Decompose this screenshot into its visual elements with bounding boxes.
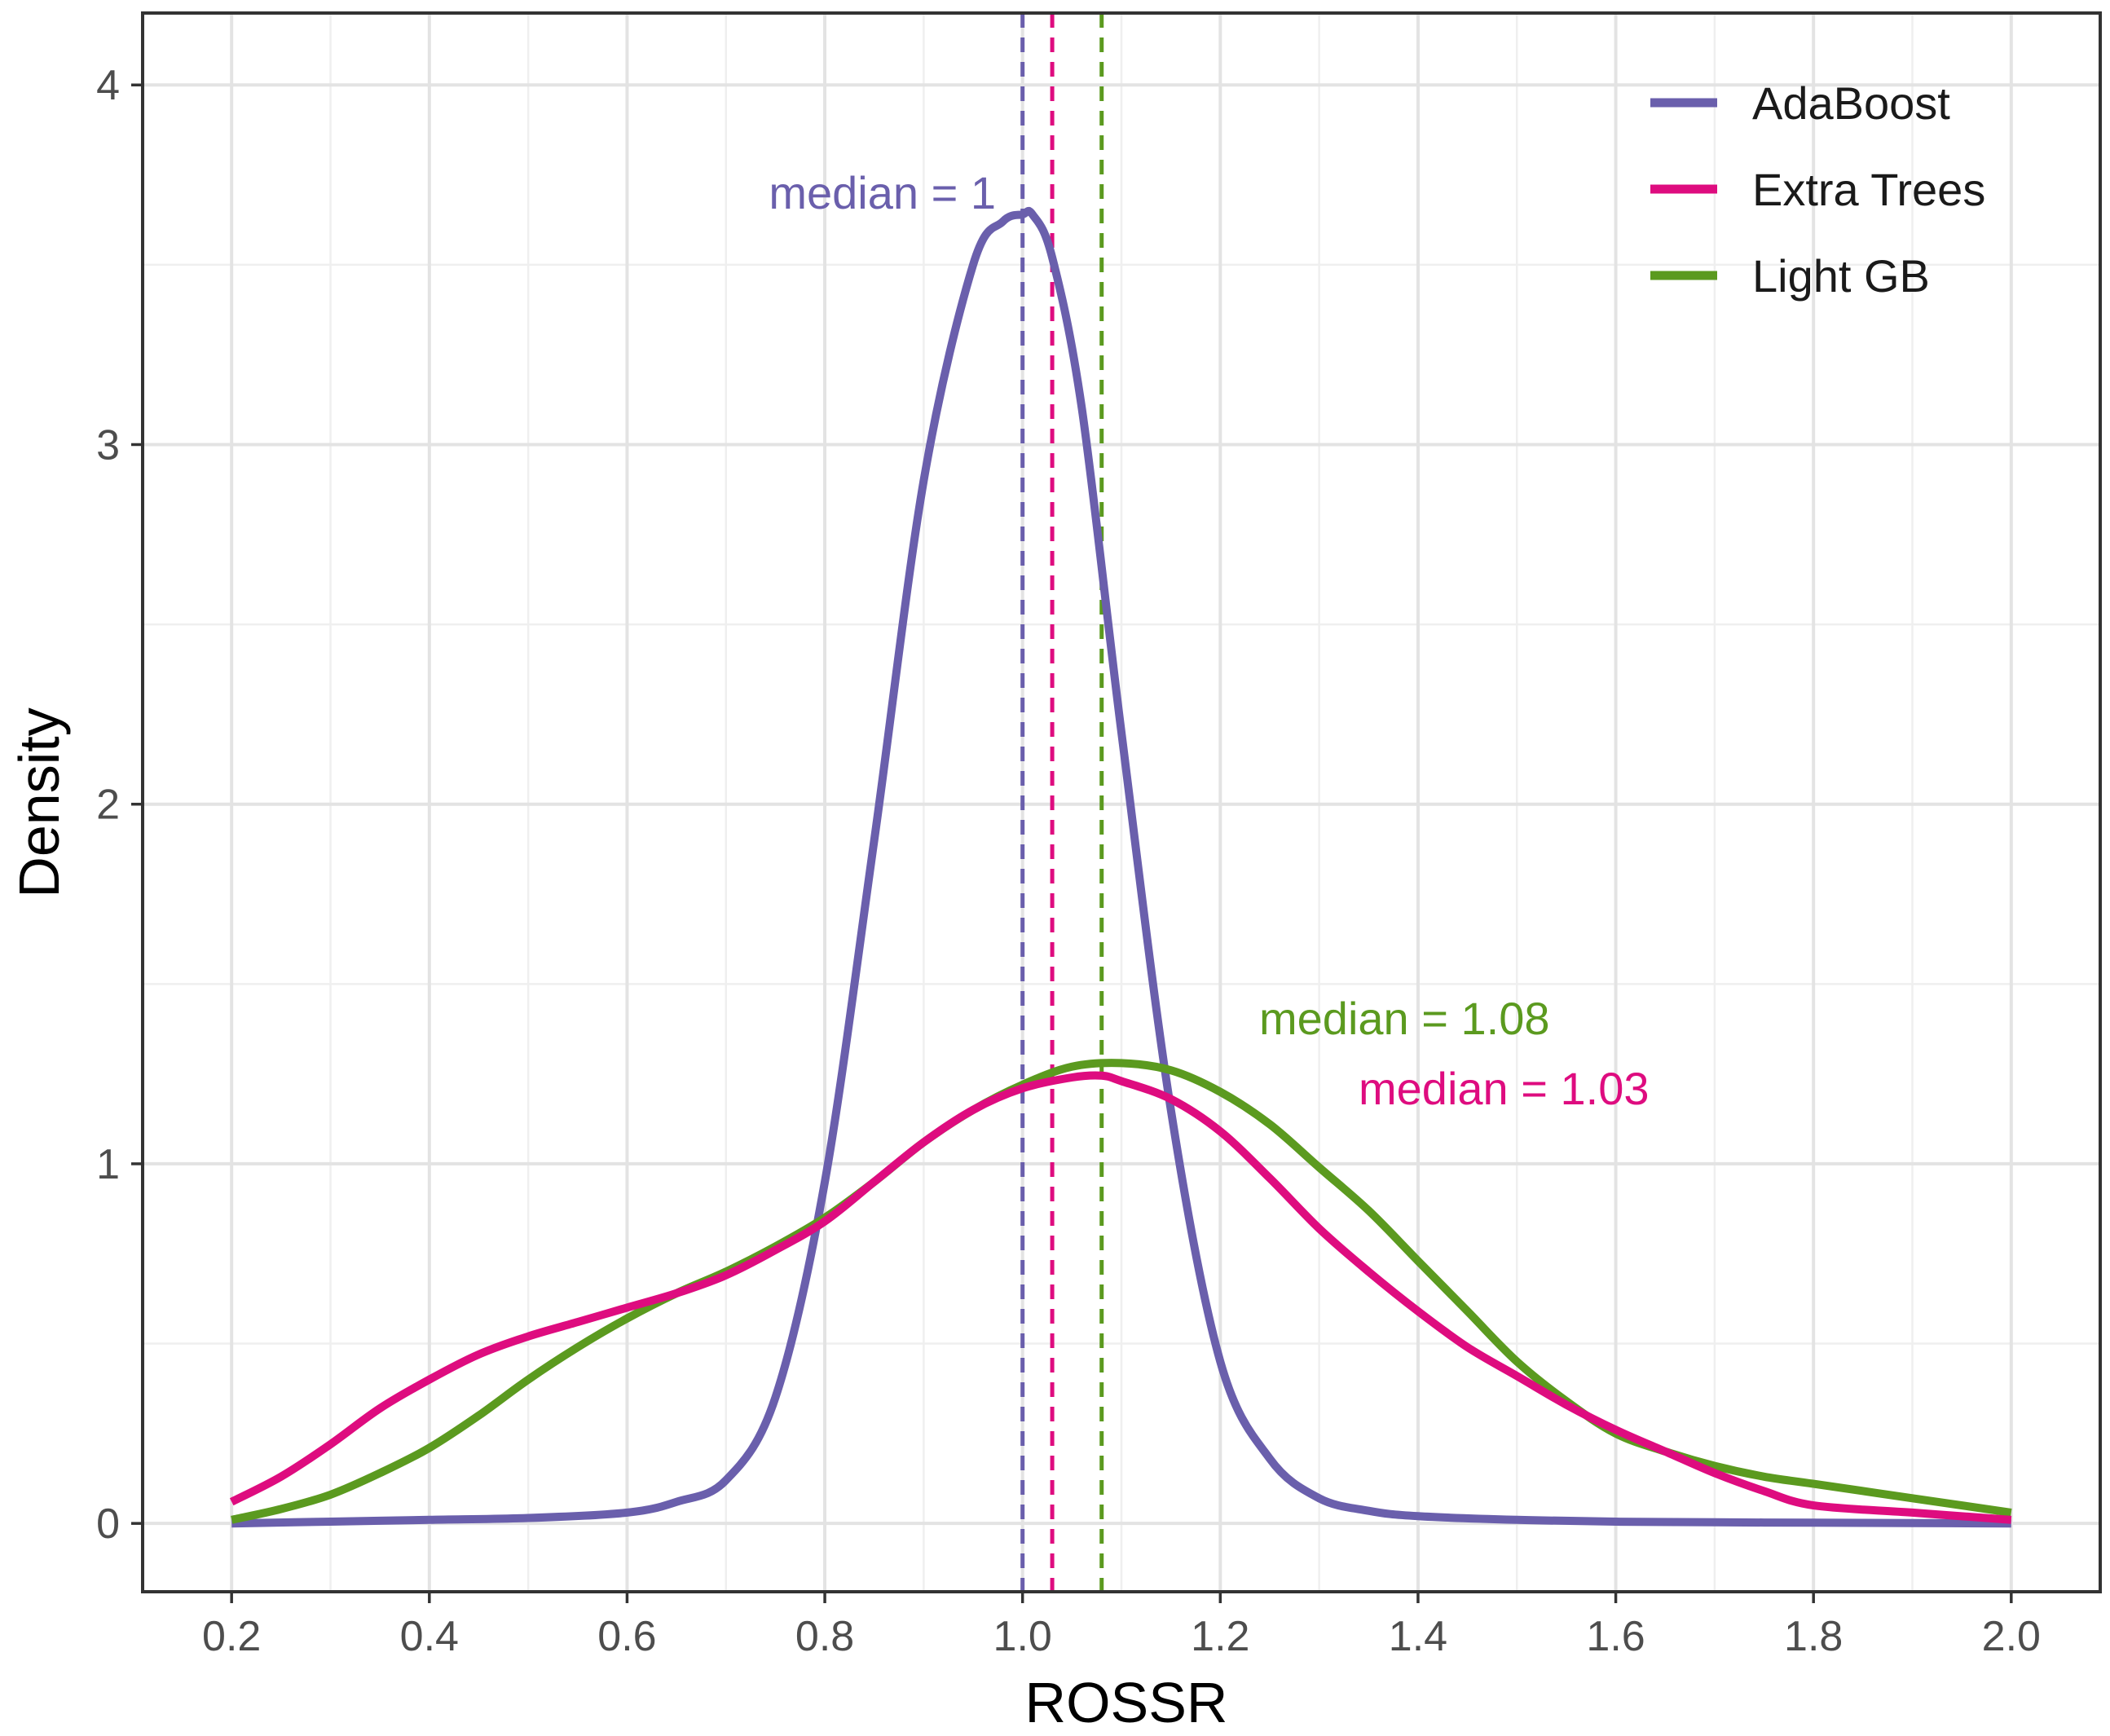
y-tick-label: 3 (96, 421, 120, 469)
x-tick-label: 0.6 (597, 1613, 656, 1660)
y-tick-label: 2 (96, 782, 120, 829)
x-tick-label: 0.8 (795, 1613, 854, 1660)
y-tick-label: 0 (96, 1500, 120, 1548)
y-axis: 0 1 2 3 4 (96, 62, 143, 1548)
x-tick-label: 1.2 (1191, 1613, 1249, 1660)
panel-border (141, 11, 2102, 1593)
x-tick-label: 1.0 (993, 1613, 1052, 1660)
legend-label: Light GB (1752, 250, 1930, 302)
grid (143, 13, 2100, 1592)
median-lines (1020, 13, 1104, 1592)
x-axis: 0.2 0.4 0.6 0.8 1.0 1.2 1.4 1.6 1.8 2.0 (202, 1592, 2041, 1660)
density-curve-adaboost (231, 207, 2011, 1528)
legend-label: Extra Trees (1752, 164, 1985, 215)
x-tick-label: 0.4 (400, 1613, 459, 1660)
legend-item-light-gb: Light GB (1650, 250, 1930, 302)
y-axis-title: Density (7, 707, 71, 897)
legend-label: AdaBoost (1752, 77, 1950, 129)
density-curve-extra-trees (229, 1071, 2012, 1524)
x-tick-label: 0.2 (202, 1613, 261, 1660)
median-annotations: median = 1 median = 1.03 median = 1.08 (769, 167, 1649, 1114)
x-axis-title: ROSSR (1025, 1671, 1228, 1734)
median-annotation-extra-trees: median = 1.03 (1359, 1063, 1649, 1114)
y-tick-label: 1 (96, 1141, 120, 1188)
y-tick-label: 4 (96, 62, 120, 109)
x-tick-label: 1.6 (1586, 1613, 1645, 1660)
x-tick-label: 1.8 (1784, 1613, 1843, 1660)
density-curves (229, 207, 2012, 1528)
legend-item-extra-trees: Extra Trees (1650, 164, 1985, 215)
legend-item-adaboost: AdaBoost (1650, 77, 1950, 129)
median-annotation-light-gb: median = 1.08 (1259, 993, 1549, 1044)
median-annotation-adaboost: median = 1 (769, 167, 996, 218)
x-tick-label: 1.4 (1389, 1613, 1447, 1660)
x-tick-label: 2.0 (1982, 1613, 2041, 1660)
legend: AdaBoost Extra Trees Light GB (1650, 77, 1985, 302)
